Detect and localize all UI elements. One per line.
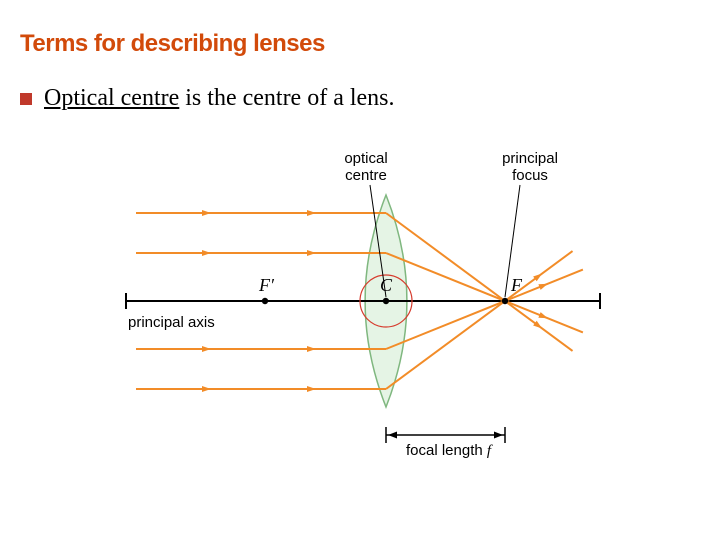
- bullet-rest: is the centre of a lens.: [179, 85, 394, 111]
- label-principal-focus: principal: [502, 150, 558, 167]
- f-point: [502, 298, 508, 304]
- label-optical-centre: optical: [344, 150, 387, 167]
- diagram-svg: F′ C Fopticalcentre principalfocus principal…: [110, 145, 610, 465]
- bullet-square-icon: [20, 93, 32, 105]
- f-prime-label: F′: [258, 275, 275, 295]
- label-principal-axis: principal axis: [128, 314, 215, 331]
- c-label: C: [380, 275, 393, 295]
- lens-diagram: F′ C Fopticalcentre principalfocus principal…: [110, 145, 610, 465]
- svg-text:centre: centre: [345, 167, 387, 184]
- c-point: [383, 298, 389, 304]
- bullet-row: Optical centre is the centre of a lens.: [20, 85, 395, 112]
- bullet-text: Optical centre is the centre of a lens.: [44, 85, 395, 112]
- f-prime-point: [262, 298, 268, 304]
- svg-text:focus: focus: [512, 167, 548, 184]
- ray-out-3: [386, 251, 573, 389]
- label-focal-length: focal length f: [406, 442, 493, 459]
- f-label: F: [510, 275, 523, 295]
- ray-out-0: [386, 213, 573, 351]
- bullet-underlined: Optical centre: [44, 85, 179, 111]
- slide-title: Terms for describing lenses: [20, 30, 325, 58]
